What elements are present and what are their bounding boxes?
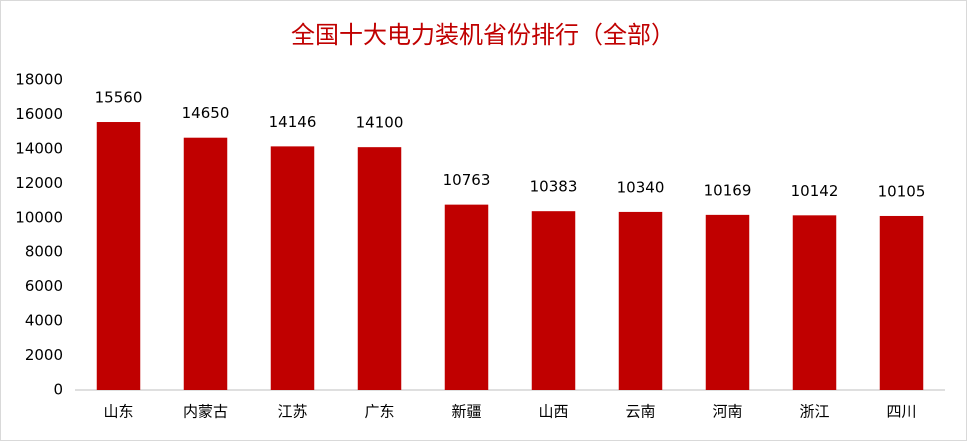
data-label: 10142	[791, 182, 839, 200]
y-tick-label: 14000	[15, 139, 63, 157]
data-label: 10169	[704, 181, 752, 199]
data-label: 10340	[617, 178, 665, 196]
data-label: 10763	[443, 171, 491, 189]
y-tick-label: 8000	[25, 243, 63, 261]
bar	[357, 147, 402, 390]
x-tick-label: 广东	[364, 403, 394, 421]
data-label: 10383	[530, 178, 578, 196]
bar	[270, 146, 315, 390]
x-tick-label: 河南	[712, 403, 742, 421]
bar	[96, 122, 141, 391]
bar	[444, 204, 489, 390]
x-tick-label: 山西	[538, 403, 568, 421]
x-tick-label: 山东	[103, 403, 133, 421]
y-tick-label: 2000	[25, 346, 63, 364]
y-tick-label: 18000	[15, 71, 63, 89]
data-label: 14100	[356, 114, 404, 132]
bar	[618, 211, 663, 390]
data-label: 10105	[878, 182, 926, 200]
y-tick-label: 6000	[25, 277, 63, 295]
y-tick-label: 12000	[15, 174, 63, 192]
x-tick-label: 四川	[886, 403, 916, 421]
chart-title: 全国十大电力装机省份排行（全部）	[291, 21, 675, 49]
bar	[792, 215, 837, 390]
bar	[183, 137, 228, 390]
x-tick-label: 新疆	[451, 403, 481, 421]
data-label: 15560	[95, 89, 143, 107]
x-tick-label: 浙江	[799, 403, 829, 421]
y-tick-label: 0	[53, 381, 63, 399]
data-label: 14650	[182, 104, 230, 122]
y-tick-label: 4000	[25, 312, 63, 330]
x-tick-label: 云南	[625, 403, 655, 421]
y-tick-label: 16000	[15, 105, 63, 123]
data-label: 14146	[269, 113, 317, 131]
y-tick-label: 10000	[15, 208, 63, 226]
bar	[879, 215, 924, 390]
bar	[705, 214, 750, 390]
x-tick-label: 内蒙古	[183, 403, 228, 421]
x-tick-label: 江苏	[277, 403, 307, 421]
bar	[531, 211, 576, 390]
